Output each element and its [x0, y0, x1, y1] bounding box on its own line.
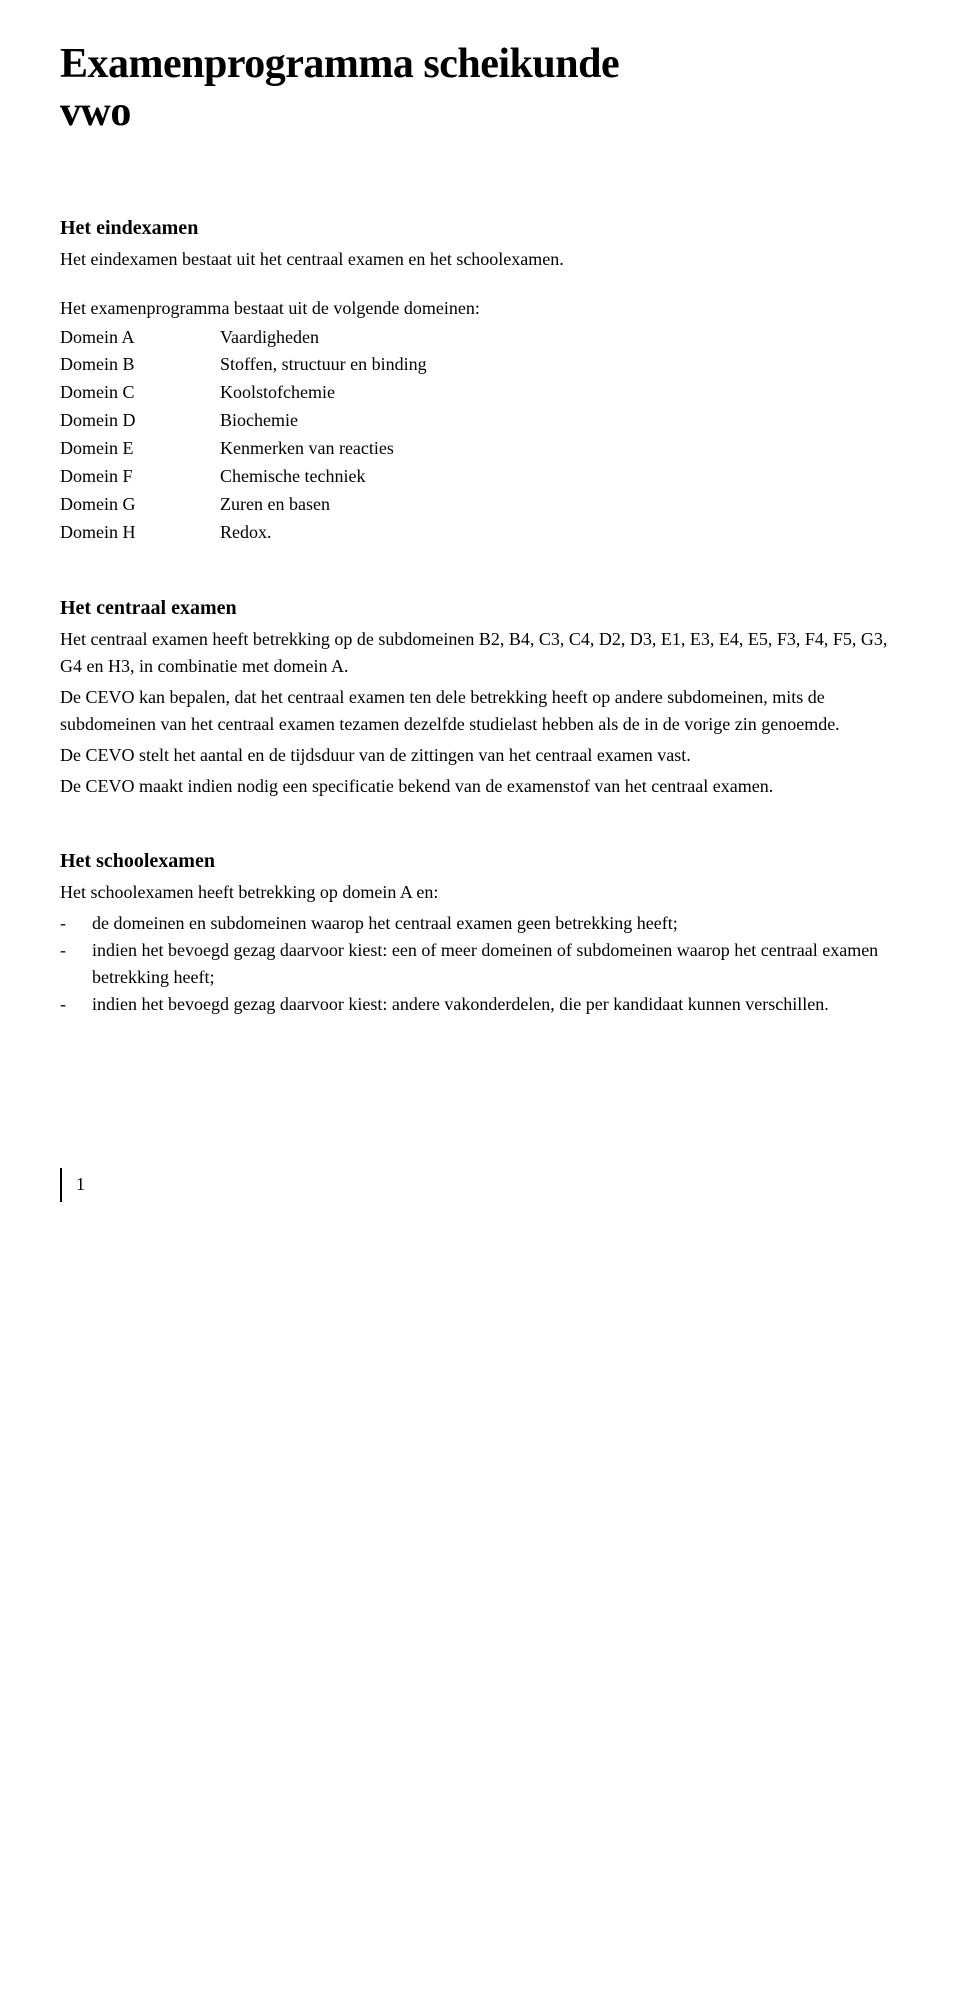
domain-row: Domein F Chemische techniek [60, 463, 900, 491]
paragraph: Het centraal examen heeft betrekking op … [60, 626, 900, 680]
document-title: Examenprogramma scheikunde vwo [60, 40, 900, 137]
domain-label: Domein B [60, 351, 220, 379]
school-intro: Het schoolexamen heeft betrekking op dom… [60, 879, 900, 906]
bullet-text: indien het bevoegd gezag daarvoor kiest:… [92, 937, 900, 991]
page-number: 1 [60, 1168, 900, 1202]
page-number-value: 1 [76, 1174, 85, 1195]
section-heading-centraal: Het centraal examen [60, 597, 900, 620]
domain-table: Domein A Vaardigheden Domein B Stoffen, … [60, 324, 900, 547]
domain-label: Domein G [60, 491, 220, 519]
list-item: - de domeinen en subdomeinen waarop het … [60, 910, 900, 937]
title-line-2: vwo [60, 89, 131, 135]
domain-row: Domein D Biochemie [60, 407, 900, 435]
domain-label: Domein F [60, 463, 220, 491]
bullet-dash-icon: - [60, 991, 92, 1018]
domain-row: Domein G Zuren en basen [60, 491, 900, 519]
domain-desc: Kenmerken van reacties [220, 435, 900, 463]
list-item: - indien het bevoegd gezag daarvoor kies… [60, 991, 900, 1018]
domain-row: Domein H Redox. [60, 519, 900, 547]
section-centraal-examen: Het centraal examen Het centraal examen … [60, 597, 900, 800]
domain-desc: Chemische techniek [220, 463, 900, 491]
page-number-divider-icon [60, 1168, 62, 1202]
bullet-list: - de domeinen en subdomeinen waarop het … [60, 910, 900, 1018]
domain-desc: Vaardigheden [220, 324, 900, 352]
list-item: - indien het bevoegd gezag daarvoor kies… [60, 937, 900, 991]
intro-text: Het eindexamen bestaat uit het centraal … [60, 246, 900, 273]
section-heading-schoolexamen: Het schoolexamen [60, 850, 900, 873]
paragraph: De CEVO stelt het aantal en de tijdsduur… [60, 742, 900, 769]
domain-label: Domein D [60, 407, 220, 435]
title-line-1: Examenprogramma scheikunde [60, 41, 619, 87]
domain-label: Domein A [60, 324, 220, 352]
domain-row: Domein A Vaardigheden [60, 324, 900, 352]
paragraph: De CEVO kan bepalen, dat het centraal ex… [60, 684, 900, 738]
domains-intro: Het examenprogramma bestaat uit de volge… [60, 295, 900, 322]
domain-row: Domein B Stoffen, structuur en binding [60, 351, 900, 379]
bullet-text: de domeinen en subdomeinen waarop het ce… [92, 910, 900, 937]
domain-desc: Redox. [220, 519, 900, 547]
section-eindexamen: Het eindexamen Het eindexamen bestaat ui… [60, 217, 900, 547]
domain-desc: Stoffen, structuur en binding [220, 351, 900, 379]
domain-label: Domein E [60, 435, 220, 463]
domain-row: Domein E Kenmerken van reacties [60, 435, 900, 463]
section-heading-eindexamen: Het eindexamen [60, 217, 900, 240]
domain-label: Domein H [60, 519, 220, 547]
domain-label: Domein C [60, 379, 220, 407]
bullet-text: indien het bevoegd gezag daarvoor kiest:… [92, 991, 900, 1018]
bullet-dash-icon: - [60, 910, 92, 937]
domain-desc: Zuren en basen [220, 491, 900, 519]
domain-row: Domein C Koolstofchemie [60, 379, 900, 407]
paragraph: De CEVO maakt indien nodig een specifica… [60, 773, 900, 800]
domain-desc: Koolstofchemie [220, 379, 900, 407]
bullet-dash-icon: - [60, 937, 92, 991]
section-schoolexamen: Het schoolexamen Het schoolexamen heeft … [60, 850, 900, 1018]
domain-desc: Biochemie [220, 407, 900, 435]
